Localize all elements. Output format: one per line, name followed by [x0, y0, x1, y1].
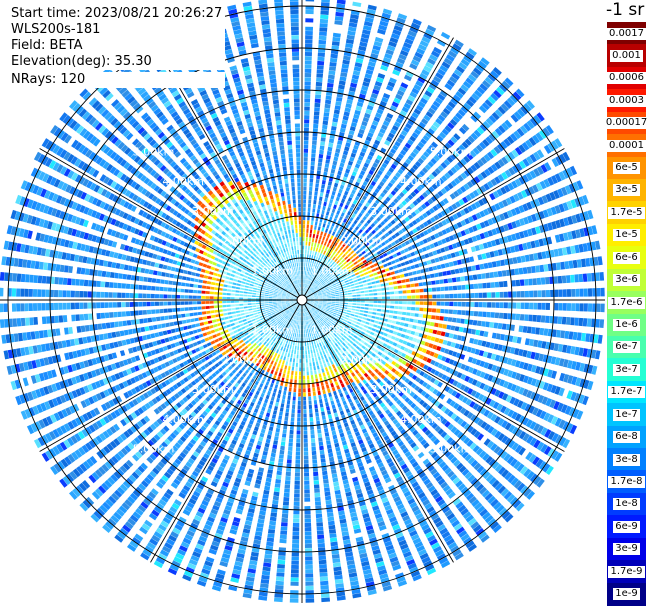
colorbar-tick-label: 0.0001: [607, 139, 646, 152]
colorbar-tick-label: 1e-5: [613, 229, 640, 242]
colorbar-segment: 0.0001: [607, 134, 646, 158]
range-ring-label: 2.00km: [222, 235, 264, 248]
azimuth-line: [301, 299, 454, 563]
colorbar-segment: 6e-7: [607, 335, 646, 359]
colorbar-segment: 1e-7: [607, 403, 646, 427]
range-ring-label: 5.00km: [430, 146, 472, 159]
colorbar-tick-label: 1e-7: [613, 408, 640, 421]
colorbar-tick-label: 6e-5: [613, 162, 640, 175]
colorbar-segment: 1.7e-6: [607, 291, 646, 315]
range-ring-label: 5.00km: [133, 146, 175, 159]
range-ring-label: 4.00km: [162, 413, 204, 426]
colorbar-segment: 1e-5: [607, 223, 646, 247]
range-ring-label: 2.00km: [341, 353, 383, 366]
colorbar-tick-label: 3e-8: [613, 453, 640, 466]
colorbar-segment: 3e-9: [607, 537, 646, 561]
colorbar-segment: 0.0006: [607, 66, 646, 90]
azimuth-line: [301, 37, 454, 301]
colorbar-tick-label: 6e-7: [613, 341, 640, 354]
colorbar-tick-label: 1e-6: [613, 319, 640, 331]
radar-center-marker: [296, 294, 308, 306]
range-ring-label: 4.00km: [400, 413, 442, 426]
ppi-scan-canvas: 1.00km 1.00km 1.00km 1.00km 2.00km 2.00km 2.00…: [0, 0, 605, 603]
colorbar-tick-label: 6e-9: [613, 520, 640, 533]
scan-info-panel: Start time: 2023/08/21 20:26:27 WLS200s-…: [11, 6, 226, 88]
colorbar-tick-label: 1.7e-5: [608, 206, 645, 219]
colorbar-segment: 3e-7: [607, 358, 646, 382]
colorbar-segment: 0.00017: [603, 111, 647, 135]
colorbar-segment: 0.001: [607, 44, 646, 68]
azimuth-line: [301, 299, 565, 452]
range-ring-label: 4.00km: [400, 175, 442, 188]
colorbar-segment: 6e-9: [607, 515, 646, 539]
colorbar-tick-label: 3e-5: [613, 184, 640, 197]
elevation-text: Elevation(deg): 35.30: [11, 54, 226, 70]
colorbar-tick-label: 0.001: [610, 49, 643, 62]
field-text: Field: BETA: [11, 38, 226, 54]
colorbar-tick-label: 6e-6: [613, 251, 640, 264]
colorbar-tick-label: 3e-7: [613, 363, 640, 376]
colorbar-segment: 1.7e-7: [607, 380, 646, 404]
range-ring-label: 1.00km: [311, 264, 353, 277]
colorbar-segment: 6e-5: [607, 156, 646, 180]
range-ring-label: 4.00km: [162, 175, 204, 188]
instrument-text: WLS200s-181: [11, 22, 226, 38]
colorbar-tick-label: 3e-6: [613, 274, 640, 287]
colorbar-segment: 0.0017: [607, 22, 646, 46]
colorbar-segment: 3e-8: [607, 448, 646, 472]
colorbar-tick-label: 0.00017: [603, 117, 647, 130]
colorbar-segment: 6e-8: [607, 425, 646, 449]
colorbar-tick-label: 1.7e-9: [608, 565, 645, 578]
colorbar-segment: 1e-8: [607, 492, 646, 516]
nrays-text: NRays: 120: [11, 72, 226, 88]
colorbar-tick-label: 1.7e-7: [608, 386, 645, 399]
colorbar-units-label: -1 sr: [606, 0, 645, 20]
range-ring-label: 3.00km: [370, 383, 412, 396]
range-ring-label: 1.00km: [252, 264, 294, 277]
range-ring-label: 5.00km: [430, 443, 472, 456]
azimuth-line: [39, 299, 303, 452]
colorbar-tick-label: 1e-9: [613, 588, 640, 601]
range-ring-label: 1.00km: [311, 324, 353, 337]
colorbar-segment: 1e-6: [607, 313, 646, 337]
range-ring-label: 1.00km: [252, 324, 294, 337]
colorbar-segment: 0.0003: [607, 89, 646, 113]
colorbar-segment: 6e-6: [607, 246, 646, 270]
colorbar-tick-label: 1.7e-6: [608, 296, 645, 309]
colorbar-segment: 1.7e-5: [607, 201, 646, 225]
range-ring-label: 2.00km: [222, 353, 264, 366]
colorbar-tick-label: 0.0006: [607, 72, 646, 85]
start-time-text: Start time: 2023/08/21 20:26:27: [11, 6, 226, 22]
colorbar-segment: 1.7e-8: [607, 470, 646, 494]
azimuth-line: [39, 148, 303, 301]
colorbar-segment: 3e-6: [607, 268, 646, 292]
colorbar-segment: 1e-9: [607, 582, 646, 606]
colorbar-tick-label: 1e-8: [613, 498, 640, 511]
range-ring-label: 2.00km: [341, 235, 383, 248]
range-ring-label: 3.00km: [192, 383, 234, 396]
colorbar-tick-label: 0.0003: [607, 94, 646, 107]
colorbar-segment: 3e-5: [607, 178, 646, 202]
colorbar-tick-label: 3e-9: [613, 543, 640, 556]
colorbar: 0.0017 0.001 0.0006 0.0003 0.00017 0.0001 6e-5…: [603, 22, 647, 606]
range-ring-label: 5.00km: [133, 443, 175, 456]
azimuth-line: [150, 299, 303, 563]
range-ring-label: 3.00km: [370, 205, 412, 218]
colorbar-tick-label: 1.7e-8: [608, 475, 645, 488]
range-ring-label: 3.00km: [192, 205, 234, 218]
colorbar-segment: 1.7e-9: [607, 560, 646, 584]
colorbar-tick-label: 6e-8: [613, 431, 640, 444]
azimuth-line: [301, 148, 565, 301]
colorbar-tick-label: 0.0017: [607, 27, 646, 40]
ppi-plot: 1.00km 1.00km 1.00km 1.00km 2.00km 2.00km 2.00…: [0, 0, 605, 603]
